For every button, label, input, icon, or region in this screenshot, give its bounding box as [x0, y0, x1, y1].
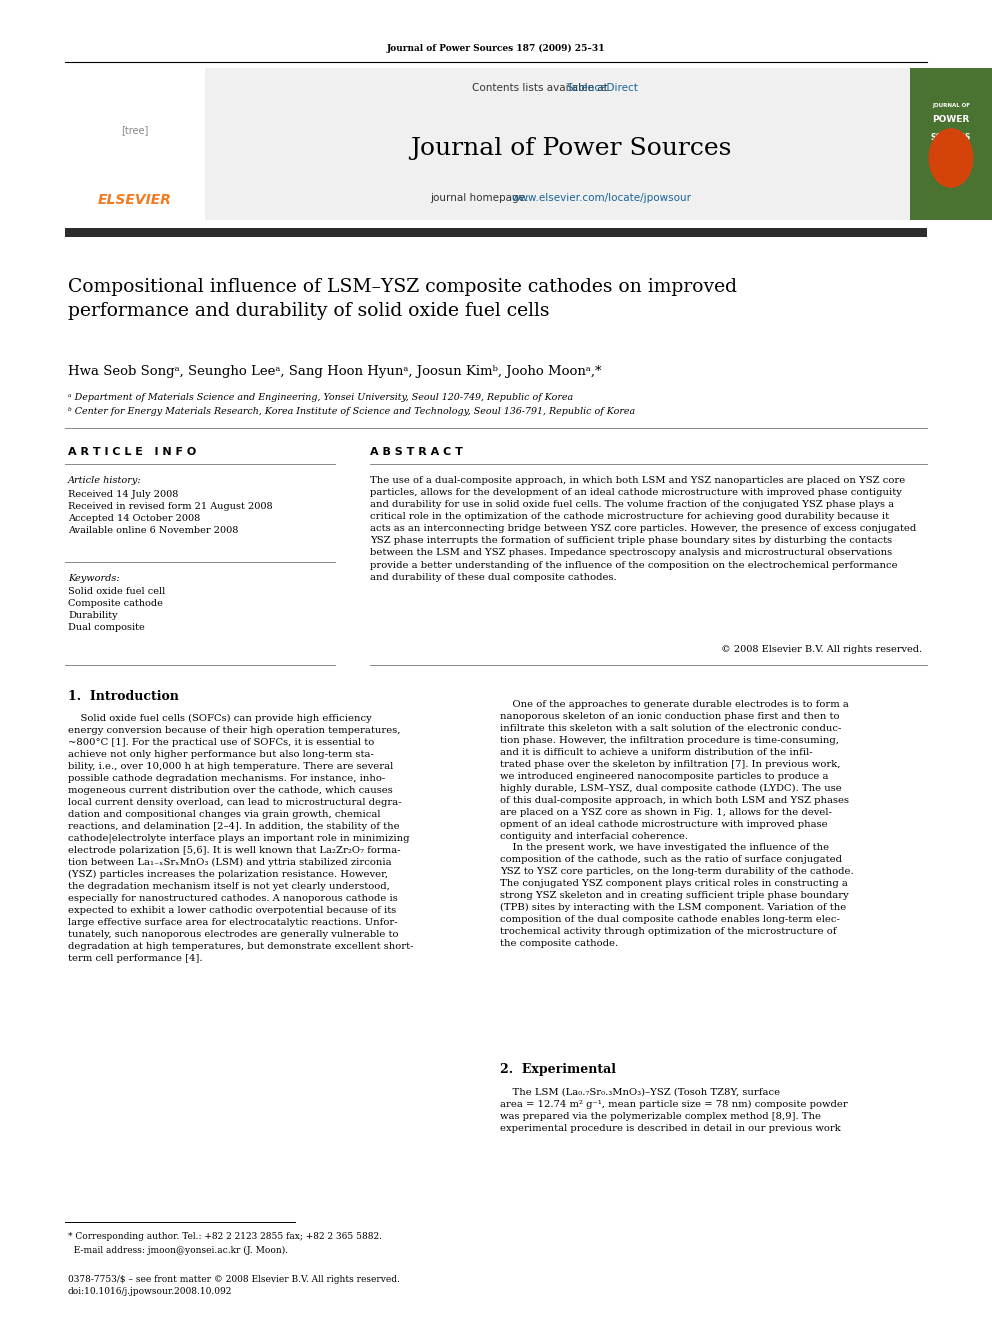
Text: Keywords:: Keywords:: [68, 574, 120, 583]
Circle shape: [930, 128, 973, 187]
Bar: [910, 67, 992, 220]
Text: 2.  Experimental: 2. Experimental: [500, 1062, 616, 1076]
Bar: [65, 67, 205, 220]
Text: Solid oxide fuel cells (SOFCs) can provide high efficiency
energy conversion bec: Solid oxide fuel cells (SOFCs) can provi…: [68, 714, 414, 963]
Bar: [65, 228, 927, 237]
Text: Article history:: Article history:: [68, 476, 142, 486]
Text: ELSEVIER: ELSEVIER: [98, 193, 172, 206]
Text: JOURNAL OF: JOURNAL OF: [932, 102, 970, 107]
Text: Accepted 14 October 2008: Accepted 14 October 2008: [68, 515, 200, 523]
Text: Journal of Power Sources: Journal of Power Sources: [410, 136, 731, 160]
Text: www.elsevier.com/locate/jpowsour: www.elsevier.com/locate/jpowsour: [512, 193, 692, 202]
Text: Dual composite: Dual composite: [68, 623, 145, 632]
Text: A R T I C L E   I N F O: A R T I C L E I N F O: [68, 447, 196, 456]
Text: A B S T R A C T: A B S T R A C T: [370, 447, 463, 456]
Text: ᵇ Center for Energy Materials Research, Korea Institute of Science and Technolog: ᵇ Center for Energy Materials Research, …: [68, 407, 635, 415]
Text: Received 14 July 2008: Received 14 July 2008: [68, 490, 179, 499]
Text: journal homepage:: journal homepage:: [430, 193, 532, 202]
Text: E-mail address: jmoon@yonsei.ac.kr (J. Moon).: E-mail address: jmoon@yonsei.ac.kr (J. M…: [68, 1246, 288, 1256]
Text: Available online 6 November 2008: Available online 6 November 2008: [68, 527, 238, 534]
Text: Received in revised form 21 August 2008: Received in revised form 21 August 2008: [68, 501, 273, 511]
Text: SOURCES: SOURCES: [930, 134, 971, 143]
Text: Compositional influence of LSM–YSZ composite cathodes on improved
performance an: Compositional influence of LSM–YSZ compo…: [68, 278, 737, 320]
Text: 0378-7753/$ – see front matter © 2008 Elsevier B.V. All rights reserved.
doi:10.: 0378-7753/$ – see front matter © 2008 El…: [68, 1275, 400, 1295]
Text: Solid oxide fuel cell: Solid oxide fuel cell: [68, 587, 166, 595]
Text: One of the approaches to generate durable electrodes is to form a
nanoporous ske: One of the approaches to generate durabl…: [500, 700, 854, 949]
Text: The use of a dual-composite approach, in which both LSM and YSZ nanoparticles ar: The use of a dual-composite approach, in…: [370, 476, 917, 582]
Text: ScienceDirect: ScienceDirect: [566, 83, 638, 93]
Text: The LSM (La₀.₇Sr₀.₃MnO₃)–YSZ (Tosoh TZ8Y, surface
area = 12.74 m² g⁻¹, mean part: The LSM (La₀.₇Sr₀.₃MnO₃)–YSZ (Tosoh TZ8Y…: [500, 1088, 848, 1132]
Text: POWER: POWER: [932, 115, 969, 124]
Text: Durability: Durability: [68, 611, 118, 620]
Text: * Corresponding author. Tel.: +82 2 2123 2855 fax; +82 2 365 5882.: * Corresponding author. Tel.: +82 2 2123…: [68, 1232, 382, 1241]
Text: ᵃ Department of Materials Science and Engineering, Yonsei University, Seoul 120-: ᵃ Department of Materials Science and En…: [68, 393, 573, 402]
Text: [tree]: [tree]: [121, 124, 149, 135]
Bar: [205, 67, 910, 220]
Text: Contents lists available at: Contents lists available at: [472, 83, 611, 93]
Text: Composite cathode: Composite cathode: [68, 599, 163, 609]
Text: Journal of Power Sources 187 (2009) 25–31: Journal of Power Sources 187 (2009) 25–3…: [387, 44, 605, 53]
Text: © 2008 Elsevier B.V. All rights reserved.: © 2008 Elsevier B.V. All rights reserved…: [721, 646, 922, 654]
Text: Hwa Seob Songᵃ, Seungho Leeᵃ, Sang Hoon Hyunᵃ, Joosun Kimᵇ, Jooho Moonᵃ,*: Hwa Seob Songᵃ, Seungho Leeᵃ, Sang Hoon …: [68, 365, 601, 378]
Text: 1.  Introduction: 1. Introduction: [68, 691, 179, 703]
